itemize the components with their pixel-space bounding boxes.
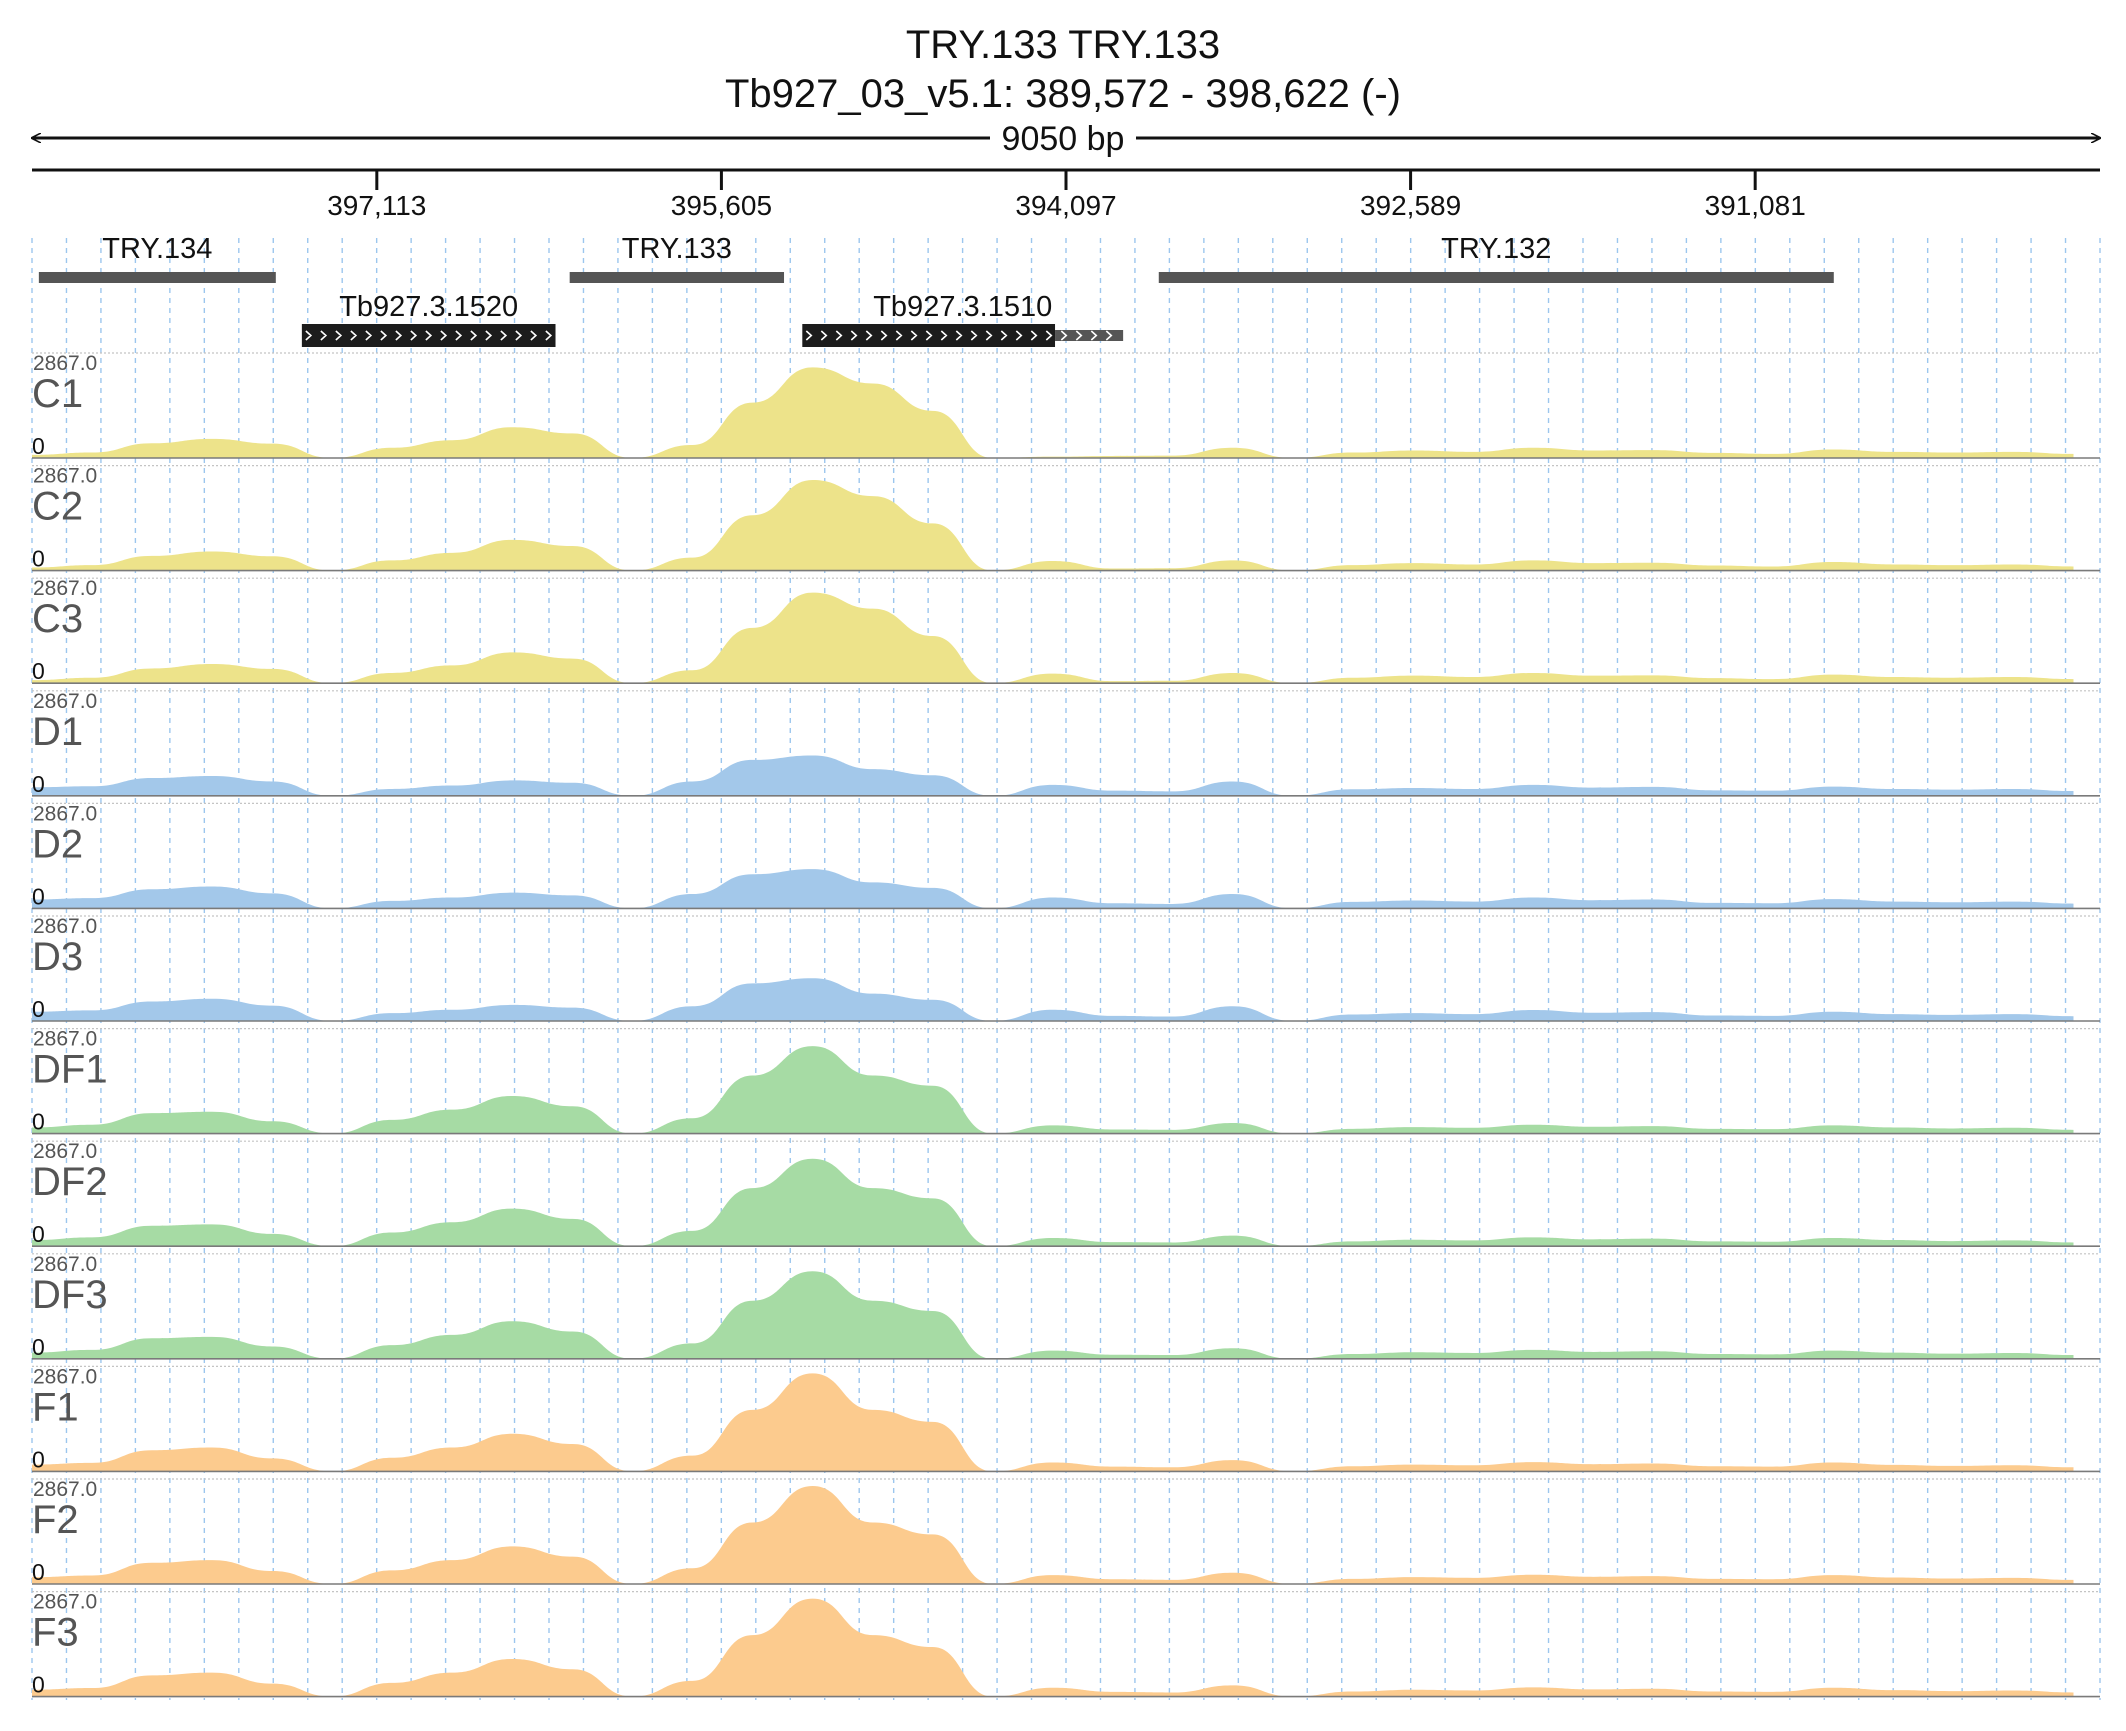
gene-label: Tb927.3.1510 — [873, 291, 1052, 323]
y-max-label: 2867.0 — [33, 1365, 97, 1388]
track-d3: 2867.0D3 0 — [32, 915, 2100, 1022]
track-name: D2 — [32, 822, 83, 866]
y-min-label: 0 — [32, 1334, 45, 1360]
track-f1: 2867.0F1 0 — [32, 1365, 2100, 1472]
signal-tracks: 2867.0C102867.0C202867.0C302867.0D102867… — [32, 352, 2100, 1698]
y-min-label: 0 — [32, 1109, 45, 1135]
y-max-label: 2867.0 — [33, 1140, 97, 1163]
y-max-label: 2867.0 — [33, 1253, 97, 1276]
y-min-label: 0 — [32, 546, 45, 572]
coverage-area — [32, 592, 2074, 684]
track-c2: 2867.0C2 0 — [32, 465, 2100, 572]
track-name: DF3 — [32, 1273, 108, 1317]
axis-tick-label: 394,097 — [1015, 190, 1116, 221]
cds-feature[interactable] — [802, 324, 1056, 347]
y-min-label: 0 — [32, 883, 45, 909]
track-name: DF1 — [32, 1048, 108, 1092]
track-name: C2 — [32, 485, 83, 529]
track-name: D3 — [32, 935, 83, 979]
coordinate-axis: 397,113 395,605 394,097 392,589 391,081 — [32, 168, 2100, 221]
axis-tick-label: 397,113 — [327, 190, 426, 221]
span-label: 9050 bp — [1002, 120, 1125, 158]
axis-tick-label: 391,081 — [1705, 190, 1806, 221]
strand-arrows — [305, 330, 553, 341]
gene-feature[interactable] — [569, 272, 785, 283]
track-name: C3 — [32, 597, 83, 641]
track-c3: 2867.0C3 0 — [32, 577, 2100, 684]
track-name: F2 — [32, 1498, 79, 1542]
y-min-label: 0 — [32, 996, 45, 1022]
coverage-area — [32, 1598, 2074, 1697]
y-max-label: 2867.0 — [33, 1478, 97, 1501]
coverage-area — [32, 978, 2074, 1021]
axis-tick-label: 395,605 — [671, 190, 772, 221]
coverage-area — [32, 1271, 2074, 1359]
track-f2: 2867.0F2 0 — [32, 1478, 2100, 1585]
y-max-label: 2867.0 — [33, 465, 97, 488]
y-min-label: 0 — [32, 433, 45, 459]
y-max-label: 2867.0 — [33, 1591, 97, 1614]
track-name: D1 — [32, 710, 83, 754]
utr-feature[interactable] — [1055, 330, 1124, 341]
y-max-label: 2867.0 — [33, 1028, 97, 1051]
grid-lines — [31, 238, 2101, 1700]
coverage-area — [32, 1046, 2074, 1134]
gene-label: TRY.133 — [622, 233, 732, 265]
cds-feature[interactable] — [301, 324, 556, 347]
y-min-label: 0 — [32, 771, 45, 797]
track-d2: 2867.0D2 0 — [32, 802, 2100, 909]
track-c1: 2867.0C1 0 — [32, 352, 2100, 459]
y-min-label: 0 — [32, 1221, 45, 1247]
coverage-area — [32, 1158, 2074, 1247]
title: TRY.133 TRY.133 — [906, 23, 1220, 67]
coverage-area — [32, 1486, 2074, 1584]
y-max-label: 2867.0 — [33, 690, 97, 713]
gene-label: TRY.132 — [1441, 233, 1551, 265]
y-min-label: 0 — [32, 1672, 45, 1698]
gene-label: Tb927.3.1520 — [339, 291, 518, 323]
y-min-label: 0 — [32, 1446, 45, 1472]
track-name: F3 — [32, 1611, 79, 1655]
y-max-label: 2867.0 — [33, 577, 97, 600]
y-min-label: 0 — [32, 1559, 45, 1585]
coverage-area — [32, 1373, 2074, 1472]
y-max-label: 2867.0 — [33, 915, 97, 938]
locus-label: Tb927_03_v5.1: 389,572 - 398,622 (-) — [725, 72, 1401, 116]
y-max-label: 2867.0 — [33, 802, 97, 825]
span-ruler: 9050 bp — [32, 120, 2100, 158]
gene-track: TRY.134 Tb927.3.1520 TRY.133 Tb927.3.1510 TR… — [38, 233, 1834, 347]
gene-label: TRY.134 — [102, 233, 212, 265]
track-f3: 2867.0F3 0 — [32, 1591, 2100, 1698]
coverage-area — [32, 480, 2074, 571]
track-d1: 2867.0D1 0 — [32, 690, 2100, 797]
axis-tick-label: 392,589 — [1360, 190, 1461, 221]
track-name: C1 — [32, 372, 83, 416]
y-max-label: 2867.0 — [33, 352, 97, 375]
track-name: DF2 — [32, 1160, 108, 1204]
track-name: F1 — [32, 1385, 79, 1429]
y-min-label: 0 — [32, 658, 45, 684]
gene-feature[interactable] — [38, 272, 276, 283]
gene-feature[interactable] — [1158, 272, 1834, 283]
coverage-area — [32, 869, 2074, 909]
coverage-area — [32, 755, 2074, 796]
coverage-area — [32, 367, 2074, 458]
strand-arrows — [805, 330, 1113, 341]
